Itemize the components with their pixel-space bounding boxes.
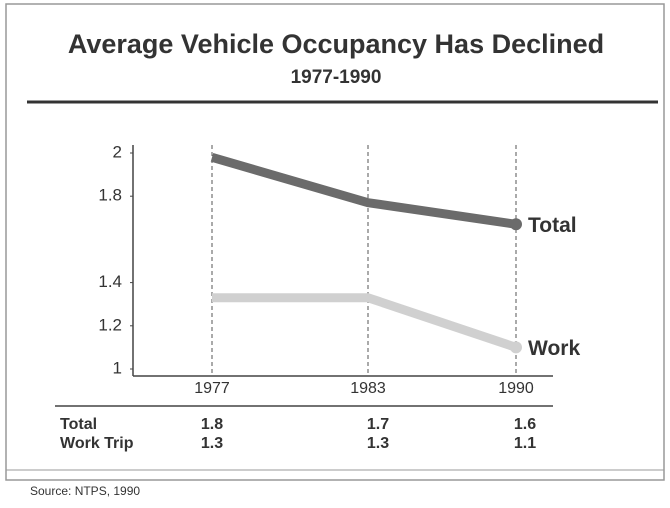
table-row-label: Total <box>60 416 97 433</box>
chart-subtitle: 1977-1990 <box>291 67 382 88</box>
table-cell: 1.3 <box>201 435 223 452</box>
series-end <box>510 341 522 354</box>
frame <box>5 3 665 481</box>
x-tick-label: 1990 <box>498 380 534 397</box>
table-cell: 1.8 <box>201 416 223 433</box>
series-label: Work <box>528 337 580 360</box>
series-line <box>212 293 518 352</box>
table-row-label: Work Trip <box>60 435 134 452</box>
y-tick-label: 1.2 <box>98 315 122 334</box>
table-cell: 1.1 <box>514 435 536 452</box>
y-tick-label: 1 <box>113 358 122 377</box>
table-cell: 1.3 <box>367 435 389 452</box>
table-cell: 1.7 <box>367 416 389 433</box>
x-tick-label: 1983 <box>350 380 386 397</box>
source: Source: NTPS, 1990 <box>30 484 140 498</box>
series-end <box>510 218 522 231</box>
chart-title: Average Vehicle Occupancy Has Declined <box>68 29 604 59</box>
y-tick-label: 1.8 <box>98 186 122 205</box>
y-tick-label: 2 <box>113 142 122 161</box>
y-tick-label: 1.4 <box>98 272 122 291</box>
series-label: Total <box>528 214 577 237</box>
x-tick-label: 1977 <box>194 380 230 397</box>
table-cell: 1.6 <box>514 416 536 433</box>
series-line <box>210 152 517 229</box>
